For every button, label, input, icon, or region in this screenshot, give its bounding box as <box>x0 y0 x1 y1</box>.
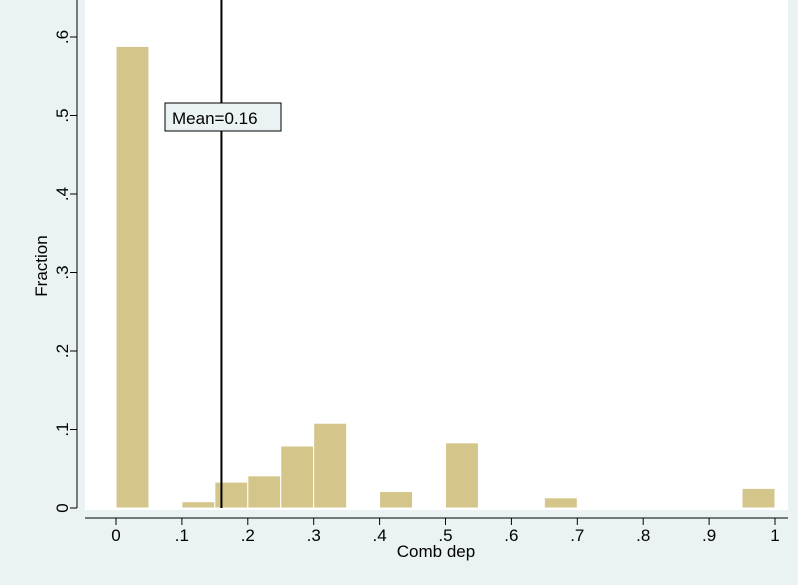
mean-annotation-label: Mean=0.16 <box>172 109 258 128</box>
bar-5 <box>313 422 348 509</box>
bar-7 <box>445 442 479 509</box>
x-tick-label-3: .3 <box>307 526 321 545</box>
x-tick-label-4: .4 <box>373 526 387 545</box>
y-tick-label-0: 0 <box>53 503 72 512</box>
bars-group <box>115 45 776 509</box>
x-tick-label-6: .6 <box>504 526 518 545</box>
bar-10 <box>642 506 677 509</box>
x-axis-title: Comb dep <box>397 542 475 561</box>
x-tick-label-1: .1 <box>175 526 189 545</box>
y-tick-label-1: .1 <box>53 422 72 436</box>
x-tick-label-7: .7 <box>570 526 584 545</box>
bar-1 <box>181 501 216 509</box>
bar-0 <box>115 45 150 509</box>
x-tick-label-5: .5 <box>438 526 452 545</box>
x-tick-label-0: 0 <box>111 526 120 545</box>
x-tick-label-2: .2 <box>241 526 255 545</box>
y-tick-label-2: .2 <box>53 344 72 358</box>
y-tick-label-5: .5 <box>53 108 72 122</box>
bar-6 <box>379 491 414 509</box>
bar-2 <box>214 481 249 509</box>
y-tick-label-4: .4 <box>53 187 72 201</box>
x-axis: 0 .1 .2 .3 .4 .5 .6 .7 .8 .9 1 <box>85 517 788 545</box>
x-tick-label-10: 1 <box>770 526 779 545</box>
y-tick-label-6: .6 <box>53 30 72 44</box>
x-tick-label-9: .9 <box>702 526 716 545</box>
bar-11 <box>741 487 776 509</box>
bar-8 <box>510 506 545 509</box>
y-axis: 0 .1 .2 .3 .4 .5 .6 <box>53 0 78 513</box>
mean-annotation-box <box>164 102 282 132</box>
y-axis-title: Fraction <box>32 235 51 296</box>
x-tick-label-8: .8 <box>636 526 650 545</box>
bar-9 <box>543 497 578 509</box>
y-tick-label-3: .3 <box>53 265 72 279</box>
bar-3 <box>247 475 282 509</box>
bar-4 <box>280 445 315 509</box>
plot-area <box>85 0 788 510</box>
